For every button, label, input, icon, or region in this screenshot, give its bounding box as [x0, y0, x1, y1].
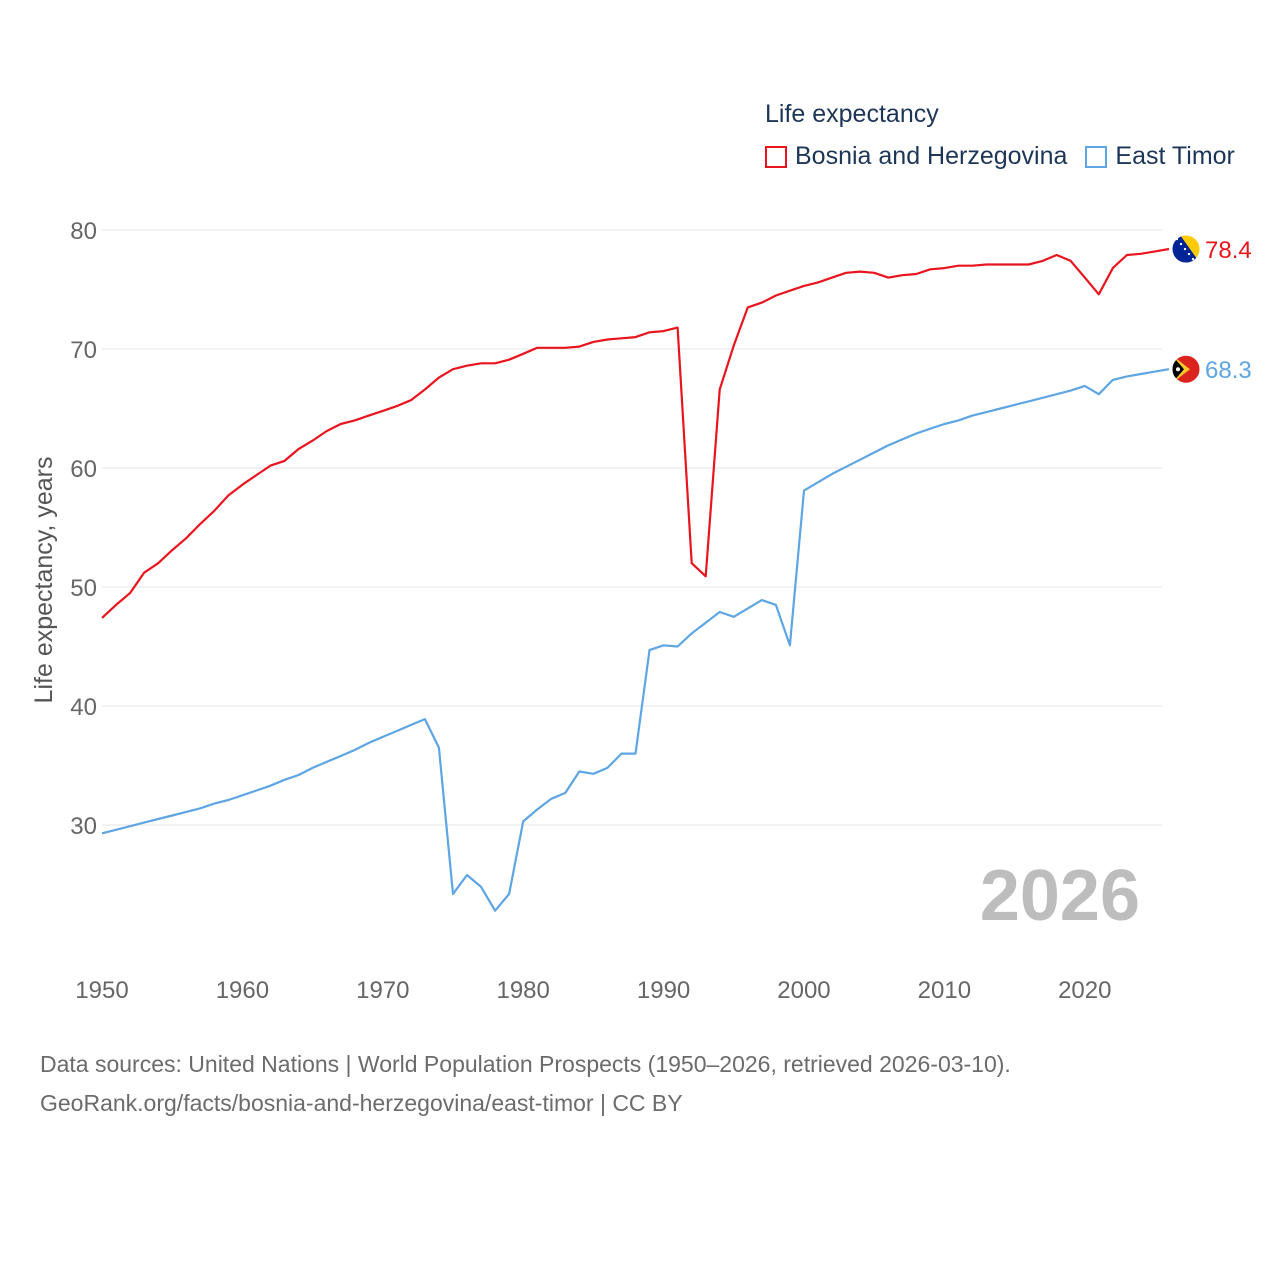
end-value-label-0: 78.4 [1205, 237, 1252, 264]
series-lines [101, 247, 1170, 912]
x-tick-label: 2010 [918, 977, 971, 1004]
series-line-1 [101, 368, 1170, 912]
end-value-label-1: 68.3 [1205, 357, 1252, 384]
x-tick-label: 2000 [777, 977, 830, 1004]
year-watermark: 2026 [980, 856, 1140, 936]
series-line-0 [101, 247, 1170, 619]
y-tick-label: 40 [70, 694, 97, 721]
end-labels: 78.4 68.3 [1171, 234, 1252, 384]
y-tick-label: 50 [70, 575, 97, 602]
x-tick-label: 1960 [216, 977, 269, 1004]
legend-item-east-timor[interactable]: East Timor [1085, 142, 1235, 171]
legend-swatch-east-timor [1085, 145, 1108, 168]
y-tick-label: 30 [70, 813, 97, 840]
legend-swatch-bosnia [765, 145, 787, 168]
x-tick-label: 2020 [1058, 977, 1111, 1004]
x-axis-ticks: 1950 1960 1970 1980 1990 2000 2010 2020 [75, 977, 1111, 1004]
y-axis-ticks: 30 40 50 60 70 80 [70, 218, 97, 840]
x-tick-label: 1950 [75, 977, 128, 1004]
x-tick-label: 1970 [356, 977, 409, 1004]
y-tick-label: 70 [70, 337, 97, 364]
footer-line-sources: Data sources: United Nations | World Pop… [40, 1051, 1011, 1077]
east-timor-flag-icon [1171, 354, 1201, 384]
footer-sources: Data sources: United Nations | World Pop… [40, 1045, 1011, 1123]
x-tick-label: 1980 [496, 977, 549, 1004]
y-tick-label: 80 [70, 218, 97, 245]
gridlines [102, 229, 1162, 826]
x-tick-label: 1990 [637, 977, 690, 1004]
legend-item-bosnia[interactable]: Bosnia and Herzegovina [765, 142, 1067, 171]
legend: Bosnia and Herzegovina East Timor [765, 142, 1253, 171]
legend-title: Life expectancy [765, 100, 939, 128]
legend-label-bosnia: Bosnia and Herzegovina [795, 142, 1068, 170]
y-axis-label: Life expectancy, years [30, 457, 58, 704]
legend-label-east-timor: East Timor [1115, 142, 1235, 170]
y-tick-label: 60 [70, 456, 97, 483]
footer-line-attribution[interactable]: GeoRank.org/facts/bosnia-and-herzegovina… [40, 1090, 683, 1116]
bosnia-flag-icon [1171, 234, 1201, 264]
